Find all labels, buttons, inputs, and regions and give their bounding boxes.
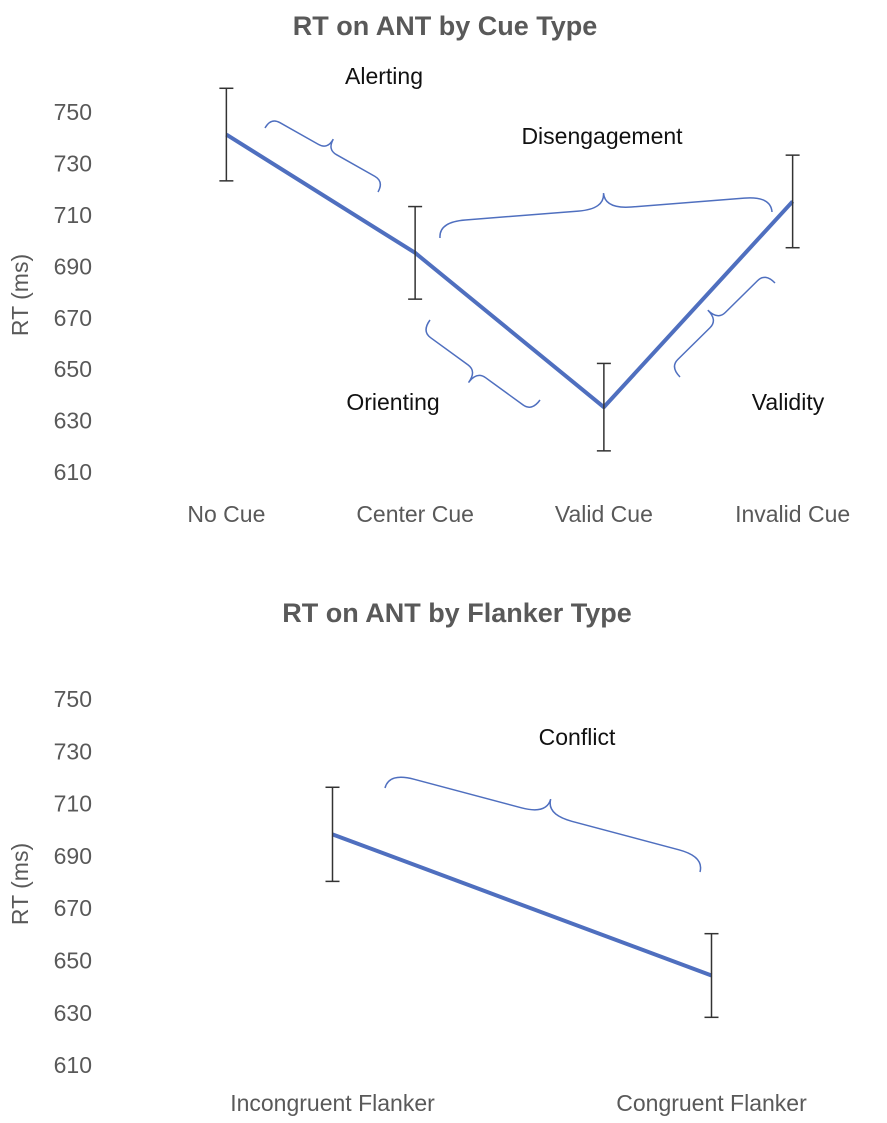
y-tick-label: 730 <box>54 151 92 177</box>
y-tick-label: 610 <box>54 1052 92 1078</box>
error-bar <box>219 87 234 182</box>
error-bar <box>704 932 719 1019</box>
x-tick-label: Congruent Flanker <box>616 1090 807 1116</box>
brace <box>264 120 382 193</box>
y-tick-label: 670 <box>54 305 92 331</box>
annotation: Alerting <box>345 63 423 89</box>
x-tick-label: No Cue <box>187 501 265 527</box>
x-tick-label: Center Cue <box>356 501 474 527</box>
y-tick-label: 650 <box>54 948 92 974</box>
y-tick-label: 750 <box>54 686 92 712</box>
y-tick-label: 710 <box>54 202 92 228</box>
chart-title: RT on ANT by Flanker Type <box>282 598 632 628</box>
chart-title: RT on ANT by Cue Type <box>293 11 598 41</box>
annotation: Validity <box>752 389 825 415</box>
y-axis-label: RT (ms) <box>7 254 33 336</box>
brace <box>425 319 541 408</box>
error-bar <box>596 362 611 452</box>
y-tick-label: 630 <box>54 1000 92 1026</box>
brace <box>673 276 776 378</box>
error-bar <box>408 205 423 300</box>
y-axis-label: RT (ms) <box>7 843 33 925</box>
error-bar <box>785 154 800 249</box>
y-tick-label: 670 <box>54 895 92 921</box>
y-tick-label: 650 <box>54 356 92 382</box>
y-tick-label: 710 <box>54 791 92 817</box>
y-tick-label: 690 <box>54 843 92 869</box>
y-tick-label: 690 <box>54 253 92 279</box>
x-tick-label: Invalid Cue <box>735 501 850 527</box>
error-bar <box>325 786 340 883</box>
y-tick-label: 730 <box>54 738 92 764</box>
x-tick-label: Valid Cue <box>555 501 653 527</box>
chart: RT on ANT by Cue Type RT (ms) Alerting D… <box>7 11 850 527</box>
annotation: Conflict <box>539 724 616 750</box>
y-tick-label: 750 <box>54 99 92 125</box>
line <box>331 832 713 978</box>
chart: RT on ANT by Flanker Type RT (ms) Confli… <box>7 598 807 1116</box>
brace <box>384 776 702 873</box>
y-tick-label: 610 <box>54 459 92 485</box>
x-tick-label: Incongruent Flanker <box>230 1090 435 1116</box>
annotation: Orienting <box>346 389 439 415</box>
line <box>225 132 795 410</box>
y-tick-label: 630 <box>54 408 92 434</box>
brace <box>439 192 773 239</box>
annotation: Disengagement <box>521 123 683 149</box>
